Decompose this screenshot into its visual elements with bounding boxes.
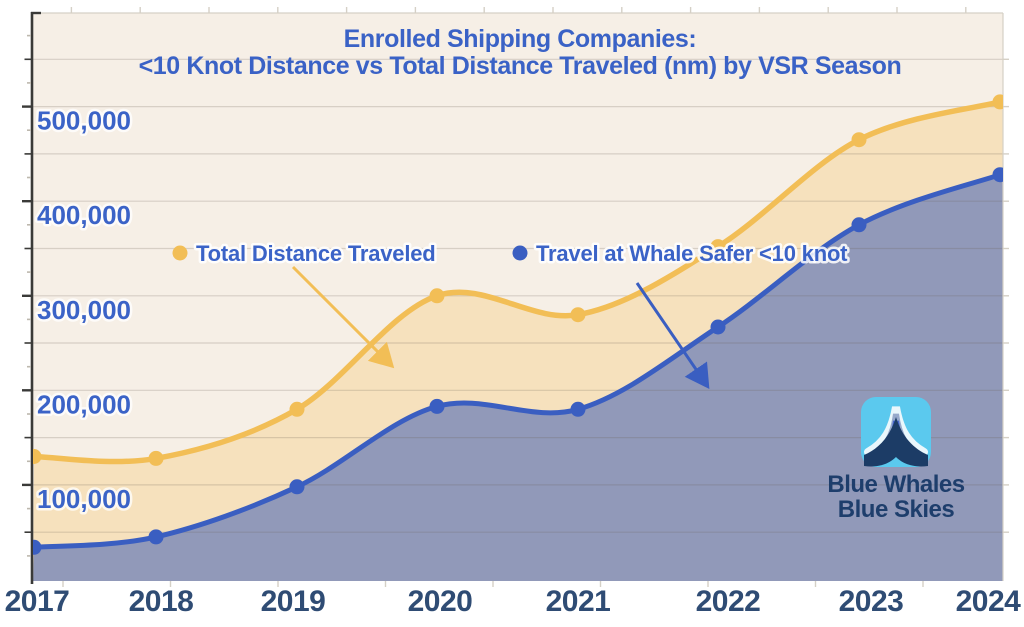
data-point-safer-2021 (570, 401, 586, 417)
x-axis-labels: 2017 2018 2019 2020 2021 2022 2023 2024 (5, 585, 1022, 618)
data-point-total-2021 (570, 307, 586, 323)
logo-blue-whales-blue-skies: Blue Whales Blue Skies (827, 397, 965, 523)
data-point-total-2017 (33, 449, 42, 464)
data-point-total-2024 (992, 94, 1003, 110)
y-axis-label: 200,000 (37, 389, 131, 419)
total-distance-points (33, 94, 1003, 466)
x-axis-label: 2022 (696, 585, 761, 618)
logo-text-line2: Blue Skies (838, 496, 955, 523)
whale-safer-points (33, 167, 1003, 555)
y-axis-label: 500,000 (37, 106, 131, 136)
whale-tail-icon (861, 397, 931, 467)
data-point-safer-2022 (710, 319, 726, 335)
x-axis-label: 2021 (546, 585, 611, 618)
data-point-total-2018 (148, 450, 164, 466)
x-axis-label: 2020 (408, 585, 473, 618)
data-point-safer-2024 (992, 167, 1003, 183)
legend-total-label: Total Distance Traveled (196, 241, 436, 266)
series-areas (33, 101, 1003, 581)
data-point-safer-2017 (33, 539, 42, 555)
legend-safer-label: Travel at Whale Safer <10 knot (536, 241, 848, 266)
x-axis-label: 2023 (839, 585, 904, 618)
x-axis-label: 2018 (129, 585, 194, 618)
y-axis-label: 100,000 (37, 484, 131, 514)
axes-frame (22, 7, 1009, 587)
data-point-safer-2023 (851, 217, 867, 233)
data-point-total-2023 (851, 132, 867, 148)
legend-total-dot-icon (172, 245, 188, 261)
legend-total-arrow-icon (291, 265, 395, 369)
chart-title-line1: Enrolled Shipping Companies: (344, 25, 697, 53)
total-distance-line (33, 99, 1003, 465)
series-lines (33, 94, 1003, 555)
x-axis-label: 2024 (956, 585, 1022, 618)
legend-safer-arrow-icon (635, 282, 710, 389)
data-point-safer-2020 (429, 398, 445, 414)
legend-safer-dot-icon (512, 245, 528, 261)
data-point-safer-2018 (148, 529, 164, 545)
y-axis-label: 400,000 (37, 200, 131, 230)
whale-safer-area (33, 174, 1003, 581)
chart-title-line2: <10 Knot Distance vs Total Distance Trav… (139, 52, 902, 80)
data-point-total-2019 (289, 401, 305, 417)
whale-safer-line (33, 172, 1003, 550)
logo-text-line1: Blue Whales (827, 471, 964, 498)
x-axis-label: 2017 (5, 585, 70, 618)
data-point-total-2020 (429, 288, 445, 304)
legend-whale-safer: Travel at Whale Safer <10 knot (512, 239, 851, 389)
data-point-safer-2019 (289, 479, 305, 495)
x-axis-label: 2019 (261, 585, 326, 618)
y-axis-labels: 100,000 200,000 300,000 400,000 500,000 (35, 103, 134, 516)
y-axis-label: 300,000 (37, 295, 131, 325)
legend-total-distance: Total Distance Traveled (172, 239, 438, 369)
data-point-total-2022 (710, 239, 726, 255)
